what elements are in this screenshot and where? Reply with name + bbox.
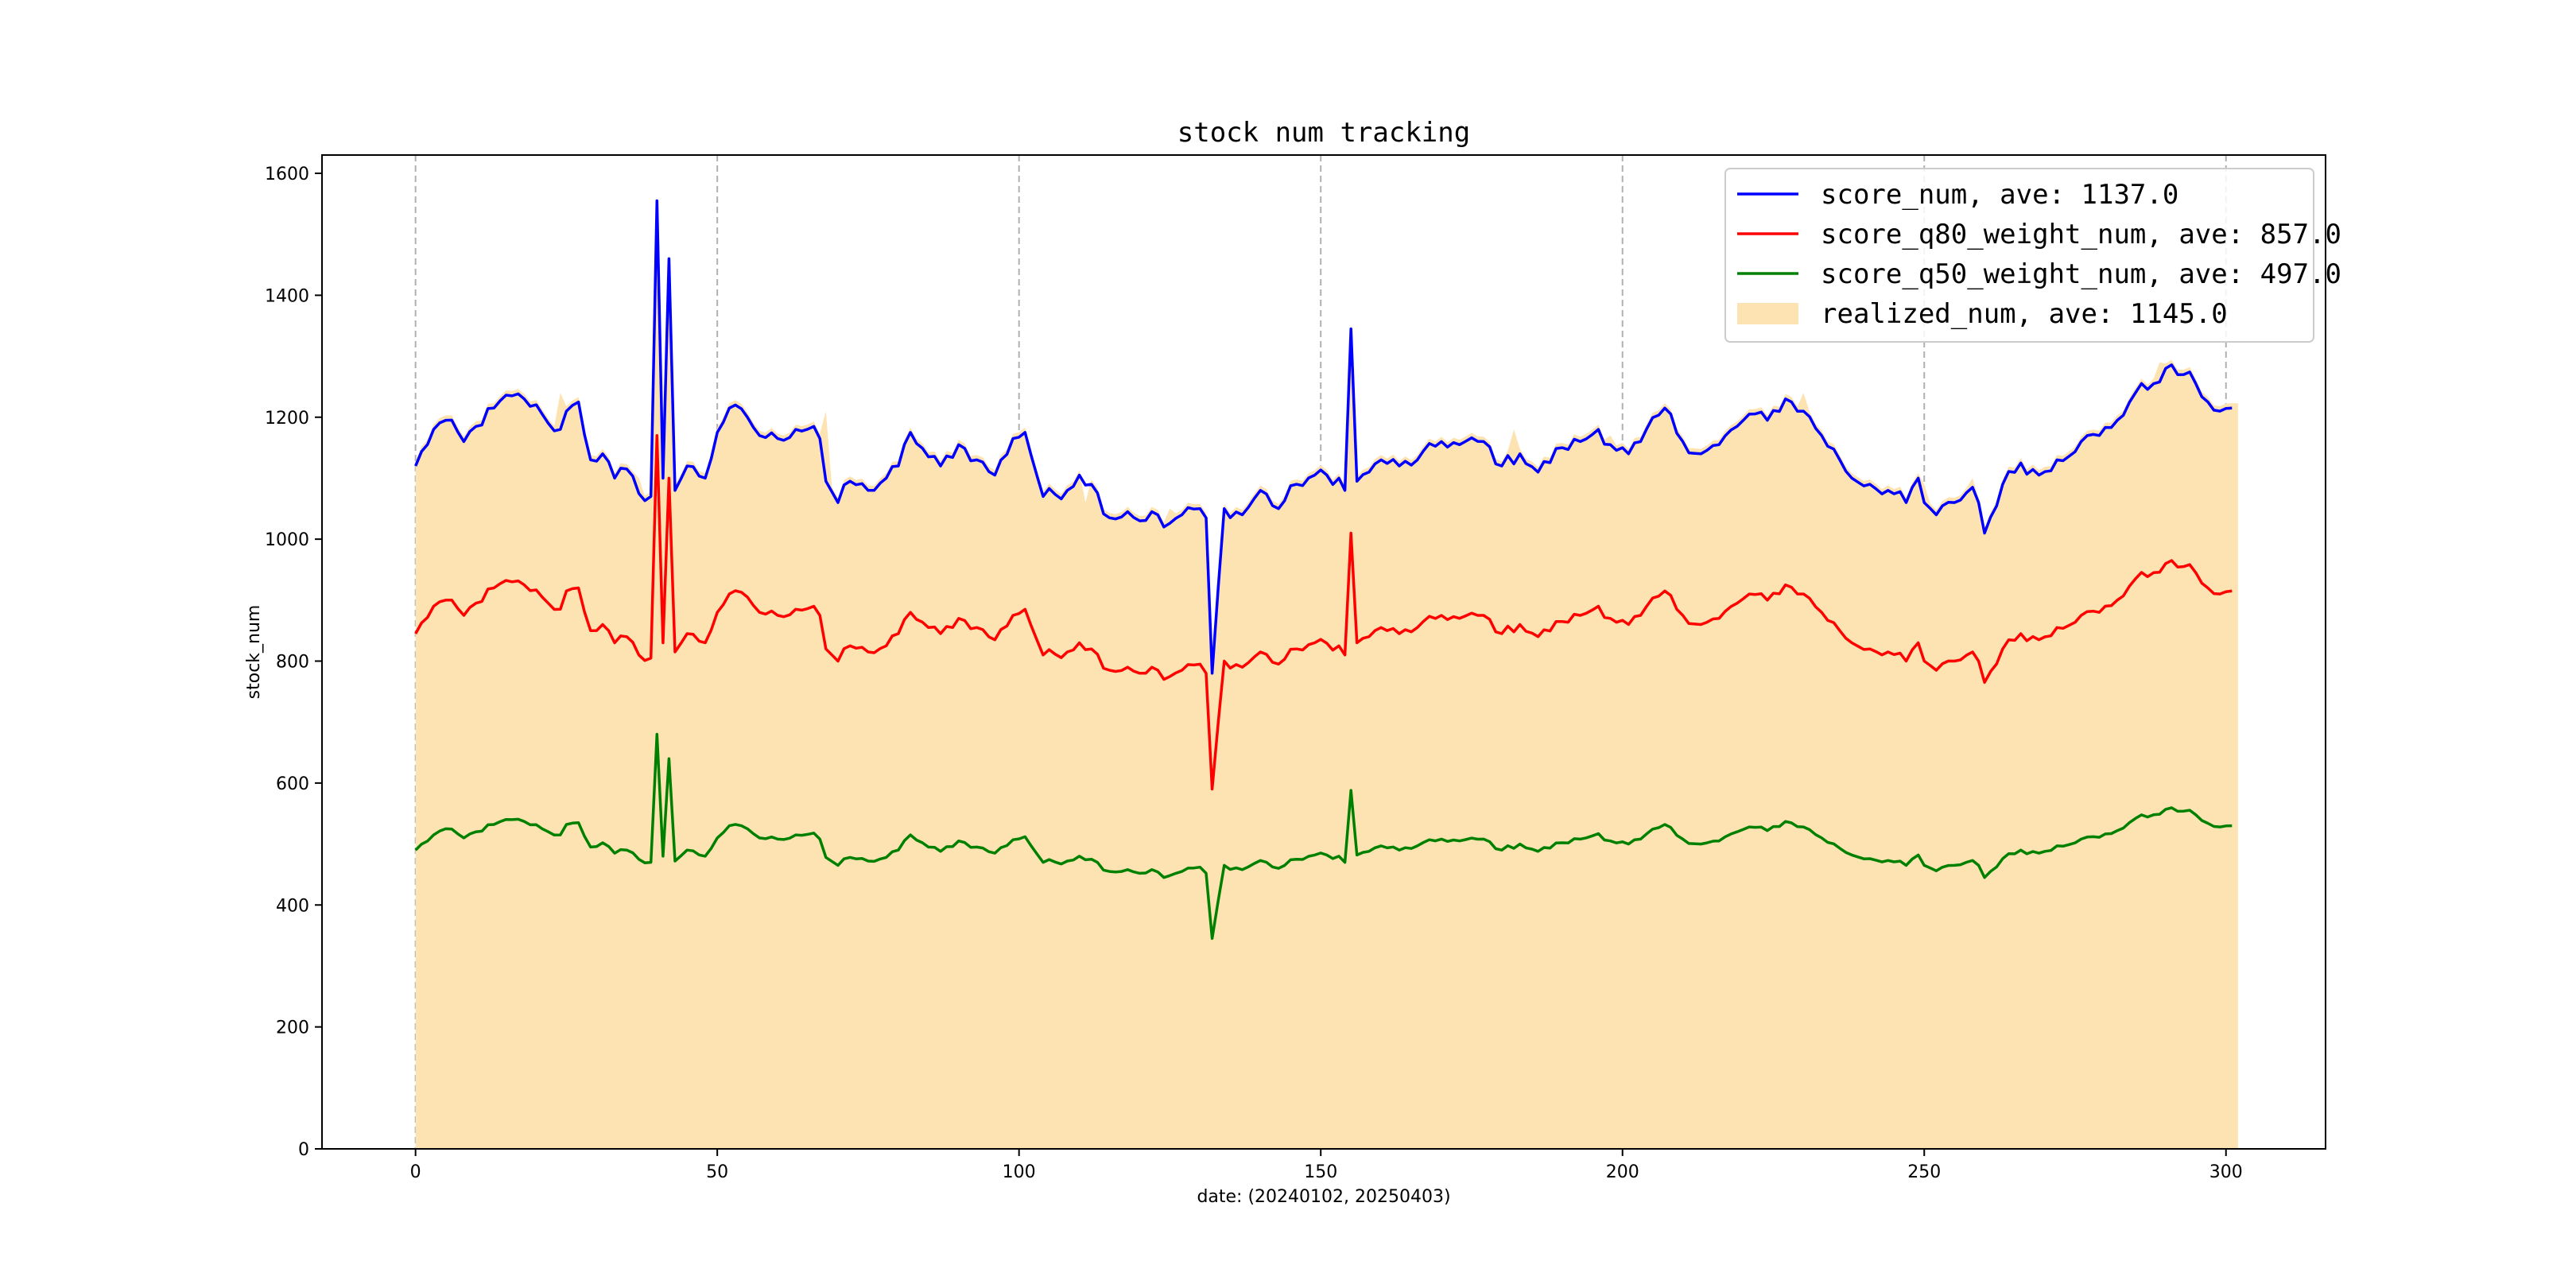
y-tick-label: 1200 xyxy=(265,409,309,429)
y-tick-label: 0 xyxy=(298,1140,309,1160)
x-tick-label: 150 xyxy=(1304,1162,1337,1182)
x-tick-label: 200 xyxy=(1606,1162,1639,1182)
x-tick-label: 250 xyxy=(1907,1162,1941,1182)
legend-entry-realized-num: realized_num, ave: 1145.0 xyxy=(1737,298,2228,330)
legend-swatch-orange xyxy=(1737,303,1798,324)
series-score-num-line xyxy=(414,199,2233,675)
y-axis: 0 200 400 600 800 1000 1200 1400 1600 xyxy=(265,165,322,1160)
x-tick-label: 300 xyxy=(2209,1162,2243,1182)
x-axis: 0 50 100 150 200 250 300 xyxy=(410,1149,2243,1182)
series-score-q80-weight-num-line xyxy=(414,434,2233,791)
legend-label: score_q50_weight_num, ave: 497.0 xyxy=(1821,258,2341,290)
legend-box xyxy=(1724,168,2314,343)
legend: score_num, ave: 1137.0 score_q80_weight_… xyxy=(1724,168,2341,343)
series-realized-num-area xyxy=(415,196,2238,1149)
y-axis-label: stock_num xyxy=(244,605,264,700)
legend-label: realized_num, ave: 1145.0 xyxy=(1821,298,2228,330)
chart-title: stock num tracking xyxy=(1177,117,1470,149)
plot-frame xyxy=(321,154,2326,1150)
area-series xyxy=(415,196,2238,1149)
legend-entry-score-num: score_num, ave: 1137.0 xyxy=(1737,179,2178,211)
line-series xyxy=(414,199,2233,941)
y-tick-label: 1400 xyxy=(265,286,309,306)
x-axis-label: date: (20240102, 20250403) xyxy=(1197,1187,1450,1207)
y-tick-label: 400 xyxy=(276,896,309,916)
y-tick-label: 1600 xyxy=(265,165,309,184)
y-tick-label: 200 xyxy=(276,1018,309,1038)
series-score-q50-weight-num-line xyxy=(414,732,2233,941)
y-tick-label: 800 xyxy=(276,653,309,673)
y-tick-label: 1000 xyxy=(265,530,309,550)
legend-label: score_num, ave: 1137.0 xyxy=(1821,179,2178,211)
x-tick-label: 100 xyxy=(1003,1162,1036,1182)
legend-label: score_q80_weight_num, ave: 857.0 xyxy=(1821,219,2341,250)
legend-entry-score-q50: score_q50_weight_num, ave: 497.0 xyxy=(1737,258,2341,290)
legend-entry-score-q80: score_q80_weight_num, ave: 857.0 xyxy=(1737,219,2341,250)
x-tick-label: 0 xyxy=(410,1162,421,1182)
y-tick-label: 600 xyxy=(276,774,309,794)
x-tick-label: 50 xyxy=(706,1162,728,1182)
